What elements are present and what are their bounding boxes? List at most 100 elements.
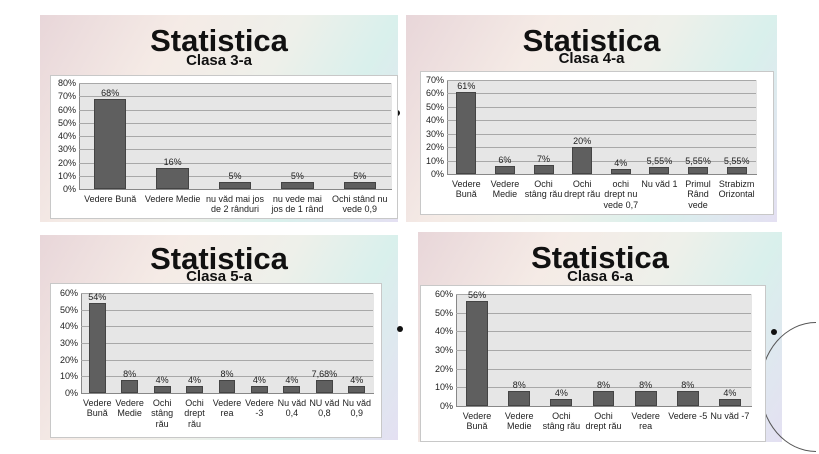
gridline (447, 120, 756, 122)
data-label: 4% (285, 375, 299, 386)
slide-subtitle: Clasa 6-a (567, 268, 633, 285)
gridline (447, 93, 756, 95)
bar (218, 182, 252, 189)
bar (688, 166, 709, 174)
y-tick-label: 10% (434, 382, 453, 393)
slide-subtitle: Clasa 5-a (186, 268, 252, 285)
category-label: Vedere rea (631, 411, 660, 432)
data-label: 68% (101, 87, 120, 98)
data-label: 4% (554, 387, 568, 398)
category-label: NU văd 0,8 (309, 398, 340, 419)
bar (156, 167, 189, 189)
category-label: Strabizm Orizontal (718, 179, 755, 200)
bar (649, 166, 670, 174)
gridline (79, 136, 391, 137)
y-tick-label: 0% (62, 184, 76, 194)
y-tick-label: 80% (57, 78, 76, 88)
y-tick-label: 0% (439, 401, 453, 411)
gridline (81, 343, 373, 344)
bar (186, 386, 203, 393)
y-tick-label: 70% (57, 91, 76, 102)
bar (281, 182, 314, 189)
category-label: Vedere -3 (245, 398, 274, 419)
y-tick-label: 10% (425, 155, 444, 166)
bar (315, 380, 333, 393)
data-label: 4% (252, 375, 266, 386)
gridline (79, 83, 391, 84)
y-tick-label: 20% (425, 142, 444, 153)
category-label: nu văd mai jos de 2 rânduri (205, 194, 265, 215)
data-label: 16% (163, 156, 182, 167)
bar (676, 391, 699, 406)
bullet-dot-decoration (397, 326, 403, 332)
slide-title: Statistica (522, 23, 661, 58)
slide-subtitle: Clasa 4-a (558, 50, 625, 67)
y-tick-label: 20% (57, 157, 76, 168)
category-label: Vedere Bună (82, 398, 112, 419)
gridline (81, 293, 373, 294)
chart-clasa-5: 0% 10% 20% 30% 40% 50% 60% 54% Vedere Bună 8% Vede… (50, 283, 382, 438)
gridline (447, 133, 756, 135)
category-label: Vedere rea (212, 398, 242, 419)
data-label: 20% (573, 136, 592, 147)
data-label: 61% (457, 81, 476, 92)
y-tick-label: 30% (59, 338, 78, 348)
bar (88, 303, 106, 393)
y-tick-label: 20% (59, 354, 78, 365)
bar (251, 386, 268, 393)
gridline (81, 359, 373, 361)
data-label: 5,55% (646, 155, 673, 166)
chart-clasa-6: 0% 10% 20% 30% 40% 50% 60% 56% Vedere Bună 8% Vede… (420, 285, 766, 442)
chart-clasa-3: 0% 10% 20% 30% 40% 50% 60% 70% 80% 68% Vedere Bună… (50, 75, 398, 219)
data-label: 5,55% (685, 155, 711, 166)
bar (634, 391, 657, 406)
gridline (456, 312, 751, 314)
gridline (79, 96, 391, 98)
data-label: 4% (723, 387, 737, 398)
data-label: 8% (596, 380, 611, 391)
gridline (456, 331, 751, 333)
plot-area (447, 80, 757, 175)
gridline (447, 106, 756, 108)
data-label: 4% (350, 375, 364, 386)
category-label: Vedere -5 (668, 411, 708, 421)
gridline (447, 160, 756, 162)
y-tick-label: 60% (434, 289, 453, 299)
slide-title: Statistica (150, 241, 288, 276)
bar (592, 391, 615, 406)
y-tick-label: 50% (434, 307, 453, 318)
category-label: Ochi drept rău (585, 411, 622, 432)
y-tick-label: 10% (59, 371, 78, 382)
bar (718, 398, 741, 406)
gridline (447, 147, 756, 149)
y-tick-label: 40% (425, 115, 444, 126)
category-label: Ochi stâng rău (151, 398, 174, 429)
data-label: 4% (614, 157, 628, 168)
data-label: 5% (228, 171, 242, 182)
category-label: nu vede mai jos de 1 rând (271, 194, 324, 215)
bar (283, 386, 301, 393)
category-label: Primul Rând vede (685, 179, 711, 210)
bar (348, 386, 366, 393)
y-tick-label: 30% (57, 144, 76, 155)
bar (494, 165, 515, 174)
category-label: Ochi drept rău (564, 179, 601, 200)
data-label: 8% (681, 380, 695, 391)
y-tick-label: 40% (57, 131, 76, 141)
data-label: 56% (468, 290, 487, 301)
data-label: 7,68% (311, 369, 338, 380)
bar (572, 147, 593, 174)
y-tick-label: 10% (57, 170, 76, 181)
category-label: Nu văd 0,9 (342, 398, 372, 419)
y-tick-label: 20% (434, 363, 453, 374)
y-tick-label: 60% (59, 288, 78, 298)
gridline (456, 350, 751, 351)
bar (456, 92, 477, 174)
bar (466, 301, 489, 406)
bar (533, 164, 554, 174)
data-label: 4% (155, 375, 169, 386)
category-label: Vedere Bună (84, 194, 137, 204)
gridline (81, 376, 373, 378)
category-label: Vedere Medie (490, 179, 520, 200)
category-label: Ochi stând nu vede 0,9 (332, 194, 388, 215)
